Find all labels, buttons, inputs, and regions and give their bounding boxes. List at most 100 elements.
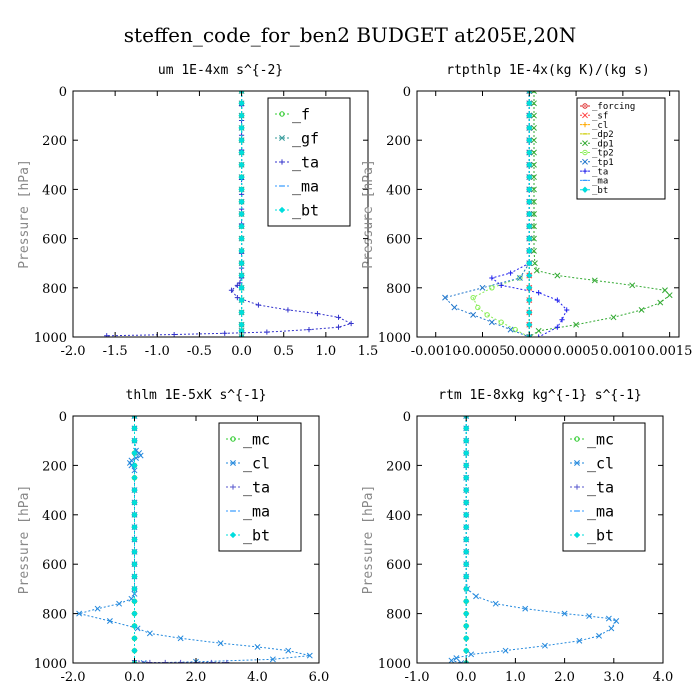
legend-label: _ma xyxy=(587,502,614,520)
series-point xyxy=(463,598,470,605)
series-point xyxy=(463,416,470,419)
series-point xyxy=(131,511,138,518)
legend-label: _ma xyxy=(243,502,270,520)
series-point xyxy=(463,610,470,617)
panel-title: rtpthlp 1E-4x(kg K)/(kg s) xyxy=(446,63,650,78)
series-point xyxy=(264,329,270,335)
series-point xyxy=(463,437,470,444)
series-point xyxy=(463,647,470,654)
series-point xyxy=(131,610,138,617)
series-point xyxy=(234,295,240,301)
series-point xyxy=(536,290,542,296)
panel-2: rtpthlp 1E-4x(kg K)/(kg s) Pressure [hPa]… xyxy=(361,63,692,359)
x-tick-label: -1.5 xyxy=(103,344,128,359)
series-point xyxy=(533,267,540,274)
series-point xyxy=(526,112,533,119)
series-point xyxy=(498,319,504,325)
legend-label: _sf xyxy=(592,111,608,121)
series-point xyxy=(463,462,470,469)
series-point xyxy=(131,647,138,654)
series-line xyxy=(529,91,671,337)
legend-label: _dp2 xyxy=(592,130,614,140)
series-point xyxy=(76,610,83,617)
series-point xyxy=(531,100,537,107)
series-point xyxy=(238,309,245,316)
y-tick-label: 600 xyxy=(386,558,411,573)
y-axis-label: Pressure [hPa] xyxy=(17,159,32,269)
legend-box xyxy=(562,422,646,552)
y-tick-label: 400 xyxy=(42,509,67,524)
series-point xyxy=(131,486,138,494)
x-tick-label: -2.0 xyxy=(60,670,85,685)
series-line xyxy=(444,91,530,337)
series-point xyxy=(442,294,449,301)
series-point xyxy=(269,656,276,663)
legend-label: _ma xyxy=(592,177,608,187)
series-point xyxy=(238,296,245,304)
series-line xyxy=(134,416,227,663)
series-point xyxy=(106,618,113,624)
series-point xyxy=(146,630,153,637)
legend-label: _cl xyxy=(587,454,614,472)
y-tick-label: 400 xyxy=(386,509,411,524)
y-tick-label: 200 xyxy=(386,459,411,474)
series-point xyxy=(531,112,537,119)
x-tick-label: 0.5 xyxy=(273,344,294,359)
y-tick-label: 1000 xyxy=(378,657,411,672)
series-point xyxy=(222,330,228,336)
series-point xyxy=(666,292,673,299)
series-point xyxy=(463,499,470,506)
y-tick-label: 1000 xyxy=(34,331,67,346)
legend-label: _ta xyxy=(292,153,319,171)
panel-3: thlm 1E-5xK s^{-1} Pressure [hPa] -2.0 0.0 2… xyxy=(17,388,329,685)
y-axis-label: Pressure [hPa] xyxy=(17,485,32,595)
series-point xyxy=(605,615,612,622)
y-tick-label: 0 xyxy=(403,410,411,425)
series-point xyxy=(526,296,533,304)
x-tick-label: -0.0010 xyxy=(411,344,461,359)
series-point xyxy=(531,137,537,144)
series-point xyxy=(463,523,470,531)
x-tick-label: 4.0 xyxy=(653,670,674,685)
series-point xyxy=(306,652,313,659)
legend-marker xyxy=(229,531,237,539)
series-point xyxy=(234,282,240,288)
plot-frame xyxy=(72,90,369,338)
series-point xyxy=(131,462,138,469)
series-line xyxy=(472,91,530,337)
legend-label: _gf xyxy=(292,129,319,147)
series-point xyxy=(526,272,533,279)
series-point xyxy=(526,235,533,242)
legend-label: _dp1 xyxy=(592,139,614,149)
series-point xyxy=(217,640,224,647)
series-point xyxy=(237,280,243,286)
legend-marker xyxy=(582,149,588,156)
series-point xyxy=(526,321,533,328)
series-point xyxy=(468,651,475,658)
series-point xyxy=(131,536,138,543)
series-point xyxy=(254,643,261,650)
series-point xyxy=(116,600,123,607)
series-point xyxy=(171,331,177,337)
series-point xyxy=(591,277,598,284)
x-tick-label: 0.0 xyxy=(456,670,477,685)
series-point xyxy=(131,474,138,481)
series-point xyxy=(131,561,138,568)
y-tick-label: 1000 xyxy=(34,657,67,672)
y-axis-label: Pressure [hPa] xyxy=(361,485,376,595)
series-point xyxy=(502,647,509,654)
legend-label: _mc xyxy=(587,430,614,448)
y-tick-label: 600 xyxy=(42,233,67,248)
series-point xyxy=(238,137,245,144)
series-point xyxy=(526,91,533,94)
series-point xyxy=(131,635,138,642)
series-point xyxy=(285,307,291,313)
series-point xyxy=(536,334,542,337)
plot-frame xyxy=(416,415,664,664)
y-tick-label: 200 xyxy=(42,134,67,149)
series-point xyxy=(498,282,504,288)
series-point xyxy=(448,657,455,663)
x-tick-label: 1.5 xyxy=(358,344,379,359)
series-point xyxy=(554,297,560,303)
series-point xyxy=(238,124,245,132)
